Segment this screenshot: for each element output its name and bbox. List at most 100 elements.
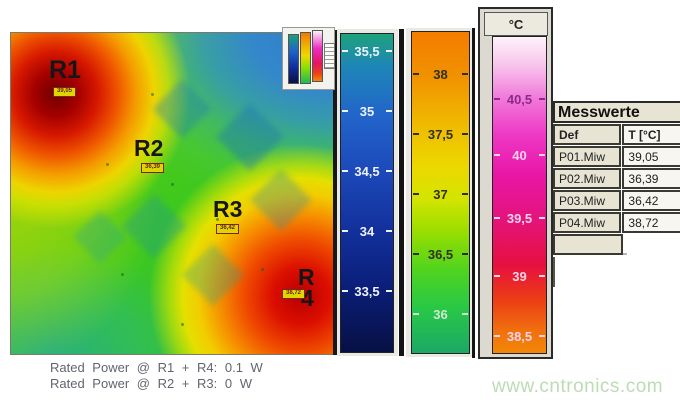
speckle bbox=[121, 273, 124, 276]
scale-tick: 37 bbox=[412, 186, 469, 202]
tick-label: 34 bbox=[359, 223, 375, 239]
tick-dash bbox=[413, 253, 419, 255]
component-diamond bbox=[121, 193, 187, 259]
speckle bbox=[171, 183, 174, 186]
color-scale-left-bar: 35,5 35 34,5 34 33,5 bbox=[340, 33, 394, 353]
scale-tick: 39 bbox=[493, 268, 546, 284]
tick-dash bbox=[539, 98, 545, 100]
component-diamond bbox=[181, 243, 245, 307]
component-diamond bbox=[216, 103, 284, 171]
table-row[interactable]: P03.Miw 36,42 bbox=[553, 190, 680, 211]
scale-tick: 36 bbox=[412, 306, 469, 322]
mini-scale-orange bbox=[300, 32, 311, 84]
scale-tick: 36,5 bbox=[412, 246, 469, 262]
marker-r2-label[interactable]: R2 bbox=[134, 135, 164, 161]
scale-tick: 35 bbox=[341, 104, 393, 119]
tick-label: 37 bbox=[433, 186, 448, 202]
component-diamond bbox=[249, 168, 313, 232]
tick-dash bbox=[539, 217, 545, 219]
tick-dash bbox=[494, 335, 500, 337]
tick-dash bbox=[494, 98, 500, 100]
tick-label: 33,5 bbox=[354, 283, 380, 299]
rated-power-caption: Rated Power @ R1 + R4: 0.1 W Rated Power… bbox=[50, 360, 263, 392]
tick-label: 36,5 bbox=[427, 246, 454, 262]
tick-dash bbox=[342, 50, 348, 52]
speckle bbox=[261, 268, 264, 271]
cell-temperature: 39,05 bbox=[622, 146, 680, 167]
table-row[interactable]: P01.Miw 39,05 bbox=[553, 146, 680, 167]
scale-tick: 34 bbox=[341, 223, 393, 239]
scale-tick: 35,5 bbox=[341, 43, 393, 59]
marker-r2-badge: 36,39 bbox=[141, 163, 164, 173]
column-header-t: T [°C] bbox=[622, 124, 680, 145]
speckle bbox=[181, 323, 184, 326]
tick-label: 36 bbox=[433, 306, 448, 322]
tick-dash bbox=[386, 170, 392, 172]
scale-tick: 33,5 bbox=[341, 283, 393, 299]
tick-label: 40,5 bbox=[506, 91, 533, 107]
speckle bbox=[106, 163, 109, 166]
celsius-unit-label: °C bbox=[484, 12, 548, 36]
tick-dash bbox=[342, 290, 348, 292]
cell-temperature: 38,72 bbox=[622, 212, 680, 233]
tick-dash bbox=[539, 275, 545, 277]
marker-r3-badge: 36,42 bbox=[216, 224, 239, 234]
tick-dash bbox=[386, 290, 392, 292]
tick-dash bbox=[386, 50, 392, 52]
measurements-panel: Messwerte Def T [°C] P01.Miw 39,05 P02.M… bbox=[553, 101, 680, 255]
color-scale-left[interactable]: 35,5 35 34,5 34 33,5 bbox=[337, 29, 398, 356]
tick-dash bbox=[539, 335, 545, 337]
table-row[interactable]: P04.Miw 38,72 bbox=[553, 212, 680, 233]
tick-dash bbox=[462, 313, 468, 315]
tick-label: 38,5 bbox=[506, 328, 533, 344]
marker-r3-label[interactable]: R3 bbox=[213, 196, 243, 222]
table-border-tail bbox=[553, 257, 555, 287]
table-row[interactable]: P02.Miw 36,39 bbox=[553, 168, 680, 189]
tick-dash bbox=[494, 217, 500, 219]
cell-temperature: 36,39 bbox=[622, 168, 680, 189]
mini-scales-thumbnail bbox=[282, 27, 335, 90]
tick-label: 35,5 bbox=[354, 43, 380, 59]
tick-dash bbox=[342, 230, 348, 232]
thermal-ir-image[interactable]: R1 39,05 R2 36,39 R3 36,42 R 4 38,72 bbox=[10, 32, 334, 355]
component-diamond bbox=[152, 79, 212, 139]
tick-dash bbox=[462, 253, 468, 255]
tick-label: 38 bbox=[433, 66, 448, 82]
tick-label: 39 bbox=[512, 268, 527, 284]
tick-dash bbox=[413, 193, 419, 195]
color-scale-right-bar: 40,5 40 39,5 39 38,5 bbox=[492, 36, 547, 354]
scale-tick: 34,5 bbox=[341, 164, 393, 179]
cell-temperature-empty bbox=[623, 234, 627, 255]
tick-label: 37,5 bbox=[427, 126, 454, 142]
tick-dash bbox=[386, 230, 392, 232]
watermark-text: www.cntronics.com bbox=[492, 376, 664, 397]
tick-dash bbox=[539, 154, 545, 156]
marker-r4-label-top[interactable]: R bbox=[298, 264, 315, 290]
tick-label: 39,5 bbox=[506, 210, 533, 226]
tick-dash bbox=[413, 73, 419, 75]
rated-power-line-2: Rated Power @ R2 + R3: 0 W bbox=[50, 376, 252, 391]
cell-def: P02.Miw bbox=[553, 168, 622, 189]
marker-r1-label[interactable]: R1 bbox=[49, 56, 81, 84]
cell-temperature: 36,42 bbox=[622, 190, 680, 211]
marker-r4-badge: 38,72 bbox=[282, 289, 305, 299]
scale-tick: 40,5 bbox=[493, 91, 546, 107]
tick-label: 40 bbox=[512, 147, 527, 163]
cell-def: P04.Miw bbox=[553, 212, 622, 233]
scale-separator bbox=[472, 28, 475, 358]
column-header-def: Def bbox=[553, 124, 622, 145]
mini-scale-pink bbox=[312, 30, 323, 82]
speckle bbox=[151, 93, 154, 96]
color-scale-middle[interactable]: 38 37,5 37 36,5 36 bbox=[406, 28, 472, 357]
tick-dash bbox=[494, 275, 500, 277]
mini-measure-table bbox=[324, 43, 335, 69]
scale-tick: 38,5 bbox=[493, 328, 546, 344]
tick-dash bbox=[462, 193, 468, 195]
speckle bbox=[216, 218, 219, 221]
measurements-title: Messwerte bbox=[553, 101, 680, 123]
rated-power-line-1: Rated Power @ R1 + R4: 0.1 W bbox=[50, 360, 263, 375]
marker-r1-badge: 39,05 bbox=[53, 87, 76, 97]
color-scale-right[interactable]: °C 40,5 40 39,5 39 38,5 bbox=[478, 7, 553, 359]
tick-dash bbox=[342, 170, 348, 172]
